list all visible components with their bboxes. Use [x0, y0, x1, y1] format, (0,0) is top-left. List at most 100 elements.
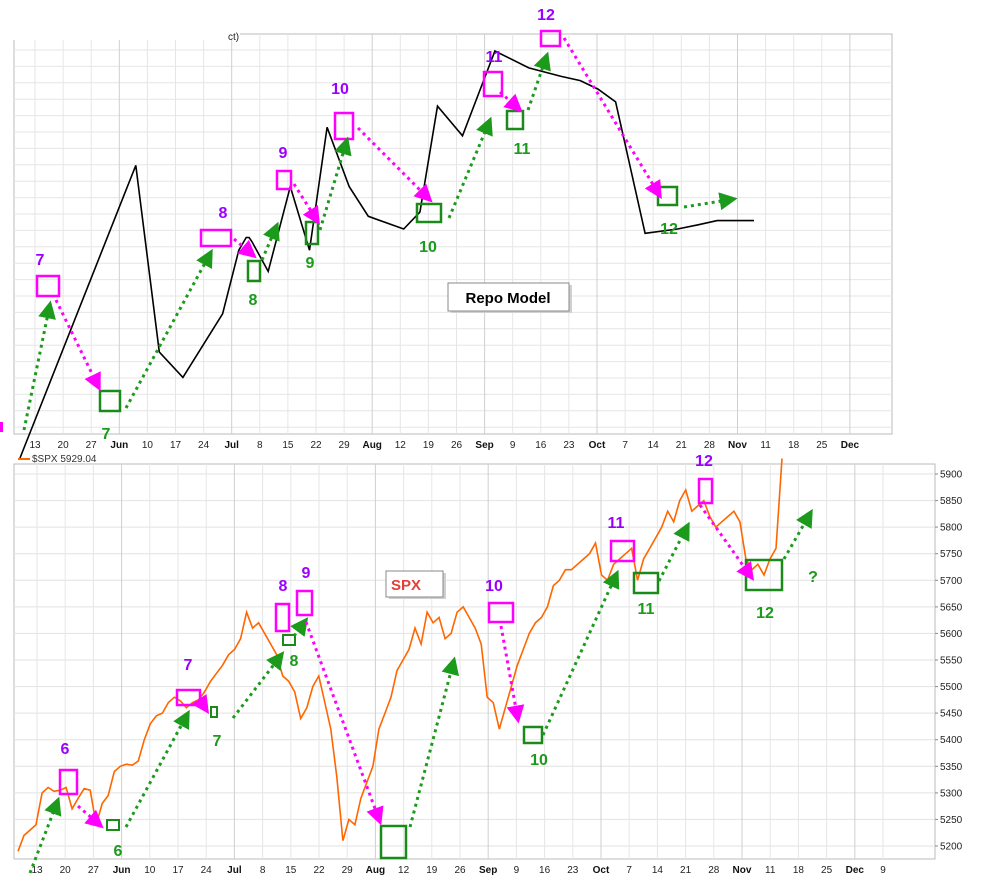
- spx-up-arrow: [28, 796, 62, 874]
- repo-x-tick-label: 22: [310, 440, 322, 451]
- spx-down-arrow: [698, 504, 755, 581]
- header-mask: [0, 0, 240, 40]
- repo-trough-box: [98, 389, 122, 413]
- repo-x-tick-label: 29: [339, 440, 351, 451]
- repo-trough-box: [246, 259, 262, 283]
- spx-y-tick-label: 5250: [940, 815, 963, 826]
- repo-grid: [14, 34, 892, 434]
- spx-x-tick-label: 19: [426, 865, 438, 876]
- spx-x-tick-label: 13: [31, 865, 43, 876]
- left-edge-marker: [0, 422, 3, 432]
- spx-peak-label: 6: [61, 741, 70, 758]
- repo-x-tick-label: 8: [257, 440, 263, 451]
- spx-peak-label: 8: [279, 578, 288, 595]
- repo-down-arrow: [356, 126, 433, 203]
- repo-down-arrow: [292, 183, 320, 226]
- spx-y-tick-label: 5800: [940, 523, 963, 534]
- repo-peak-box: [275, 169, 293, 191]
- spx-peak-box: [295, 589, 314, 617]
- spx-down-arrow: [77, 804, 104, 829]
- spx-y-tick-label: 5550: [940, 656, 963, 667]
- spx-x-axis: 13 20 27 Jun 10 17 24 Jul 8 15 22 29 Aug 12 19 26 Sep 9 16…: [31, 865, 886, 876]
- spx-panel: 5200 5250 5300 5350 5400 5450 5500 5550 5600 5650…: [13, 454, 963, 876]
- spx-series-line: [17, 458, 783, 852]
- spx-peak-box: [697, 477, 714, 505]
- repo-x-tick-label: Dec: [841, 440, 860, 451]
- spx-trough-box: [632, 571, 660, 595]
- spx-x-tick-label: Aug: [366, 865, 385, 876]
- spx-down-arrow: [191, 694, 209, 714]
- spx-y-tick-label: 5200: [940, 842, 963, 853]
- repo-annotations: 7 8 9 10 11 12 7 8 9 10 11 12 Repo Model: [0, 7, 738, 443]
- spx-x-tick-label: 10: [144, 865, 156, 876]
- repo-down-arrow: [498, 90, 523, 113]
- spx-peak-label: 7: [184, 657, 193, 674]
- repo-x-tick-label: 7: [622, 440, 628, 451]
- spx-title: SPX: [391, 577, 421, 594]
- repo-down-arrow: [233, 237, 257, 259]
- repo-trough-label: 10: [419, 239, 437, 256]
- repo-x-tick-label: 10: [142, 440, 154, 451]
- spx-x-tick-label: 29: [342, 865, 354, 876]
- spx-trough-box: [379, 824, 408, 860]
- spx-x-tick-label: 28: [708, 865, 720, 876]
- repo-x-tick-label: Jun: [110, 440, 128, 451]
- spx-y-tick-label: 5900: [940, 470, 963, 481]
- repo-x-tick-label: Aug: [362, 440, 381, 451]
- repo-x-tick-label: 21: [676, 440, 688, 451]
- repo-x-tick-label: 27: [86, 440, 98, 451]
- repo-trough-label: 11: [514, 141, 531, 158]
- spx-y-tick-label: 5750: [940, 549, 963, 560]
- spx-x-tick-label: 12: [398, 865, 410, 876]
- repo-x-tick-label: 23: [563, 440, 575, 451]
- spx-x-tick-label: 18: [793, 865, 805, 876]
- spx-x-tick-label: Jul: [227, 865, 242, 876]
- spx-x-tick-label: 17: [172, 865, 184, 876]
- repo-x-tick-label: 20: [58, 440, 70, 451]
- repo-trough-label: 12: [660, 221, 678, 238]
- spx-peak-box: [274, 602, 291, 633]
- spx-peak-box: [58, 768, 79, 796]
- spx-peak-label: 12: [695, 453, 713, 470]
- repo-x-tick-label: 15: [282, 440, 294, 451]
- spx-down-arrow: [499, 625, 525, 724]
- spx-x-tick-label: 26: [454, 865, 466, 876]
- repo-x-tick-label: 14: [648, 440, 660, 451]
- spx-x-tick-label: Dec: [846, 865, 865, 876]
- repo-peak-label: 8: [219, 205, 228, 222]
- header-fragment: ct): [228, 32, 239, 43]
- spx-trough-label: 7: [213, 733, 222, 750]
- spx-y-tick-label: 5700: [940, 576, 963, 587]
- spx-up-arrow: [290, 617, 309, 637]
- spx-y-tick-label: 5500: [940, 682, 963, 693]
- spx-x-tick-label: 21: [680, 865, 692, 876]
- repo-trough-box: [415, 202, 443, 224]
- repo-x-tick-label: 26: [451, 440, 463, 451]
- repo-peak-label: 10: [331, 81, 349, 98]
- spx-x-tick-label: 16: [539, 865, 551, 876]
- repo-x-tick-label: Jul: [224, 440, 239, 451]
- repo-down-arrow: [54, 299, 101, 392]
- spx-x-tick-label: 24: [201, 865, 213, 876]
- spx-trough-box: [282, 634, 296, 646]
- repo-x-tick-label: Nov: [728, 440, 747, 451]
- repo-peak-label: 11: [486, 49, 503, 66]
- spx-x-tick-label: 8: [260, 865, 266, 876]
- repo-x-tick-label: 19: [423, 440, 435, 451]
- spx-x-tick-label: 20: [60, 865, 72, 876]
- spx-up-arrow: [541, 569, 620, 736]
- repo-x-tick-label: Oct: [589, 440, 606, 451]
- spx-peak-label: 11: [608, 515, 625, 532]
- repo-trough-label: 8: [249, 292, 258, 309]
- repo-up-arrow: [22, 300, 56, 431]
- repo-x-tick-label: 13: [29, 440, 41, 451]
- spx-y-tick-label: 5400: [940, 735, 963, 746]
- spx-x-tick-label: 15: [285, 865, 297, 876]
- spx-trough-label: 11: [638, 601, 655, 618]
- repo-x-tick-label: Sep: [475, 440, 493, 451]
- spx-annotations: 6 7 8 9 10 11 12 6 7 8 10 11 12 ? SPX: [28, 453, 818, 874]
- spx-x-tick-label: 27: [88, 865, 100, 876]
- spx-trough-label: 12: [756, 605, 774, 622]
- spx-legend: $SPX 5929.04: [32, 454, 97, 465]
- spx-x-tick-label: 9: [880, 865, 886, 876]
